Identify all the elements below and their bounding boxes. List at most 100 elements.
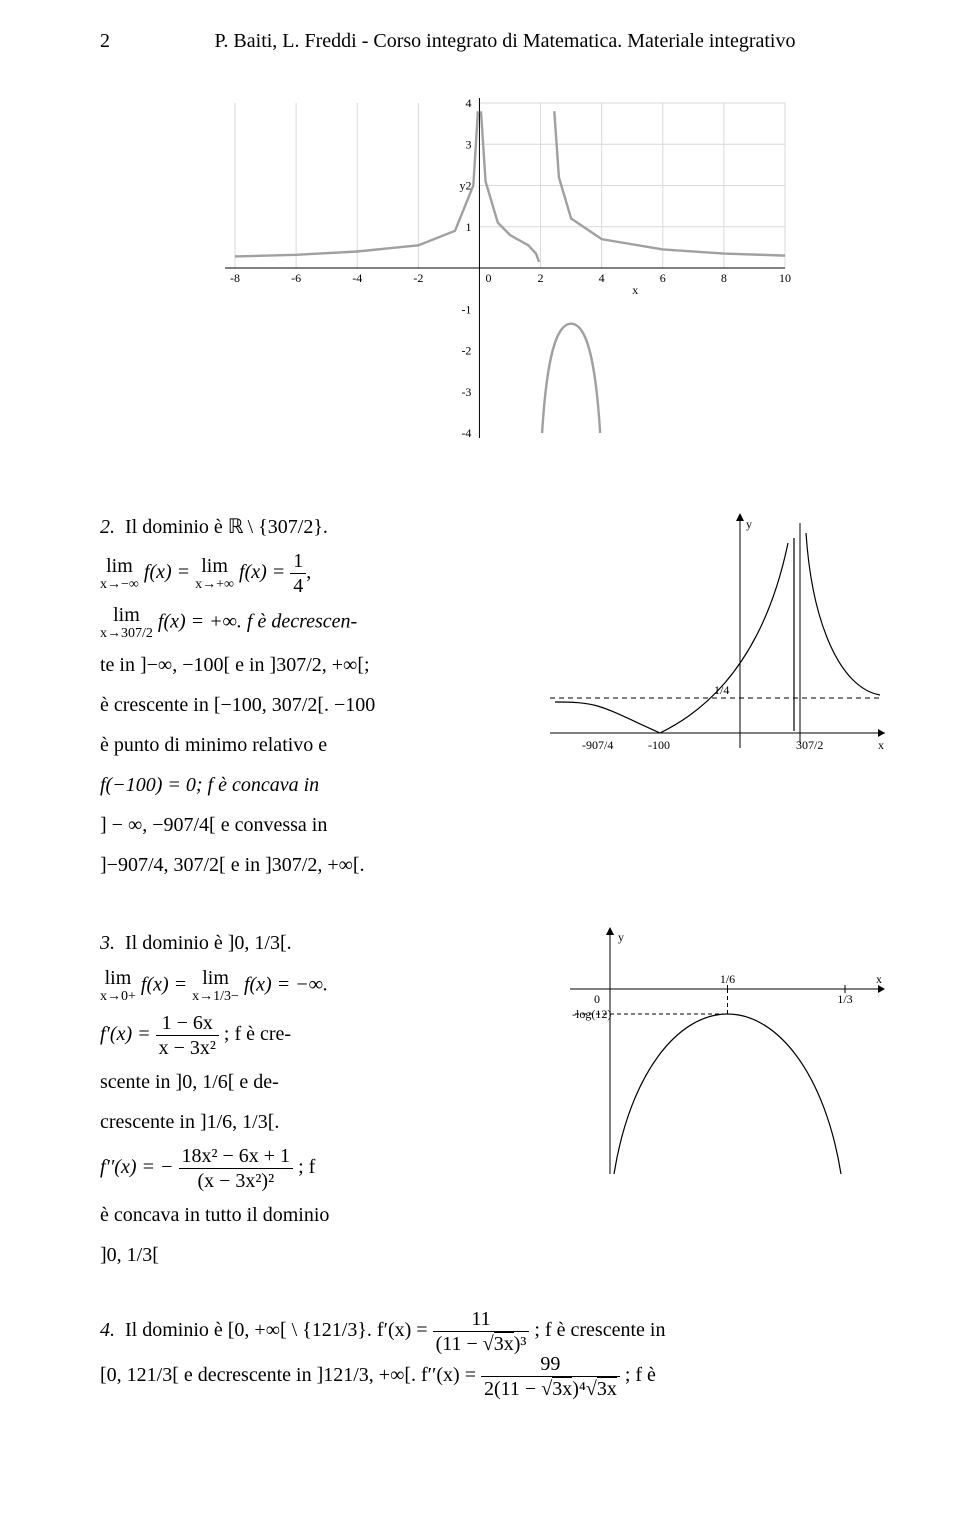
svg-text:8: 8 <box>721 271 727 285</box>
svg-text:1: 1 <box>465 220 471 234</box>
frac14d: 4 <box>290 574 306 596</box>
section-3: 3. Il dominio è ]0, 1/3[. limx→0+ f(x) =… <box>100 919 890 1278</box>
f42d: 2(11 − √3x)⁴√3x <box>481 1377 620 1399</box>
svg-text:-4: -4 <box>461 426 471 440</box>
fppn: 18x² − 6x + 1 <box>179 1146 294 1169</box>
s3-dc: crescente in ]1/6, 1/3[. <box>100 1106 530 1138</box>
s2-te: te in ]−∞, −100[ e in ]307/2, +∞[; <box>100 649 530 681</box>
f41dc: )³ <box>514 1333 527 1355</box>
chart1-svg: -8-6-4-2246810-4-3-2-11234xy0 <box>185 83 805 463</box>
svg-text:-6: -6 <box>291 271 301 285</box>
svg-text:1/3: 1/3 <box>837 992 852 1006</box>
svg-text:2: 2 <box>538 271 544 285</box>
frac-fp: 1 − 6xx − 3x² <box>156 1013 219 1058</box>
svg-text:1/6: 1/6 <box>720 972 735 986</box>
lim2: limx→+∞ <box>195 555 234 592</box>
svg-text:x: x <box>876 972 882 986</box>
svg-text:y: y <box>459 179 465 193</box>
s3-fpptail: ; f <box>298 1156 315 1178</box>
s3-fp: f′(x) = <box>100 1023 156 1045</box>
page: 2 P. Baiti, L. Freddi - Corso integrato … <box>0 0 960 1439</box>
lim3: limx→307/2 <box>100 604 153 641</box>
chart-1: -8-6-4-2246810-4-3-2-11234xy0 <box>100 83 890 463</box>
svg-text:-2: -2 <box>413 271 423 285</box>
svg-text:-907/4: -907/4 <box>582 738 613 752</box>
section-2: 2. Il dominio è ℝ \ {307/2}. limx→−∞ f(x… <box>100 503 890 889</box>
lim5-sub: x→1/3− <box>192 989 239 1004</box>
f41d: (11 − √3x)³ <box>433 1332 530 1354</box>
s2-fin: ]−907/4, 307/2[ e in ]307/2, +∞[. <box>100 849 530 881</box>
s4a: Il dominio è [0, +∞[ \ {121/3}. f′(x) = <box>125 1319 433 1341</box>
fx3: f(x) = <box>141 974 192 996</box>
chart2-svg: y x 1/4 -907/4 -100 307/2 <box>540 503 890 793</box>
s2-conv: ] − ∞, −907/4[ e convessa in <box>100 809 530 841</box>
f41n: 11 <box>433 1309 530 1332</box>
svg-text:-1: -1 <box>461 302 471 316</box>
lim3-sub: x→307/2 <box>100 626 153 641</box>
svg-text:-100: -100 <box>648 738 670 752</box>
s2-pluseq: f(x) = +∞. f è decrescen- <box>158 610 357 632</box>
s3-sc: scente in ]0, 1/6[ e de- <box>100 1066 530 1098</box>
lim2-sub: x→+∞ <box>195 577 234 592</box>
s4c: [0, 121/3[ e decrescente in ]121/3, +∞[.… <box>100 1364 481 1386</box>
fpd: x − 3x² <box>156 1036 219 1058</box>
section-2-text: 2. Il dominio è ℝ \ {307/2}. limx→−∞ f(x… <box>100 503 530 889</box>
svg-text:-3: -3 <box>461 385 471 399</box>
section-4: 4. Il dominio è [0, +∞[ \ {121/3}. f′(x)… <box>100 1309 890 1399</box>
frac14n: 1 <box>290 551 306 574</box>
s4d: ; f è <box>625 1364 656 1386</box>
comma2: , <box>306 561 311 583</box>
svg-text:4: 4 <box>599 271 605 285</box>
f42da: 2(11 − <box>484 1378 541 1400</box>
section-3-text: 3. Il dominio è ]0, 1/3[. limx→0+ f(x) =… <box>100 919 530 1278</box>
f42dd: 3x <box>597 1377 617 1400</box>
lim1: limx→−∞ <box>100 555 139 592</box>
s2l1a: Il dominio è <box>125 516 228 538</box>
frac14: 14 <box>290 551 306 596</box>
s3-minf: f(x) = −∞. <box>244 974 328 996</box>
svg-text:y: y <box>618 930 624 944</box>
lim5: limx→1/3− <box>192 967 239 1004</box>
frac4-2: 99 2(11 − √3x)⁴√3x <box>481 1354 620 1399</box>
num-2: 2. <box>100 516 115 538</box>
svg-text:1/4: 1/4 <box>714 683 729 697</box>
s3-fpp: f′′(x) = − <box>100 1156 174 1178</box>
chart-3: yx01/61/3-log(12) <box>540 919 890 1179</box>
f41db: 3x <box>494 1332 514 1355</box>
lim4: limx→0+ <box>100 967 136 1004</box>
fx1: f(x) = <box>144 561 195 583</box>
svg-text:y: y <box>746 517 752 531</box>
svg-text:x: x <box>632 283 638 297</box>
svg-text:-2: -2 <box>461 344 471 358</box>
frac4-1: 11 (11 − √3x)³ <box>433 1309 530 1354</box>
lim1-sub: x→−∞ <box>100 577 139 592</box>
chart3-svg: yx01/61/3-log(12) <box>540 919 890 1179</box>
svg-text:-8: -8 <box>230 271 240 285</box>
frac-fpp: 18x² − 6x + 1(x − 3x²)² <box>179 1146 294 1191</box>
real-symbol: ℝ <box>228 516 243 538</box>
svg-text:0: 0 <box>485 271 491 285</box>
fx2: f(x) = <box>239 561 290 583</box>
header-title: P. Baiti, L. Freddi - Corso integrato di… <box>120 30 890 53</box>
num-3: 3. <box>100 932 115 954</box>
s2-conc: f(−100) = 0; f è concava in <box>100 774 319 796</box>
page-number: 2 <box>100 30 120 53</box>
chart-2: y x 1/4 -907/4 -100 307/2 <box>540 503 890 793</box>
s4b: ; f è crescente in <box>534 1319 665 1341</box>
fpn: 1 − 6x <box>156 1013 219 1036</box>
f42n: 99 <box>481 1354 620 1377</box>
page-header: 2 P. Baiti, L. Freddi - Corso integrato … <box>100 30 890 53</box>
f42db: 3x <box>552 1377 572 1400</box>
svg-text:4: 4 <box>465 96 471 110</box>
s2-min: è punto di minimo relativo e <box>100 729 530 761</box>
s2l1b: \ {307/2}. <box>243 516 328 538</box>
s3-fptail: ; f è cre- <box>224 1023 291 1045</box>
s2-cresc: è crescente in [−100, 307/2[. −100 <box>100 689 530 721</box>
num-4: 4. <box>100 1319 115 1341</box>
svg-text:307/2: 307/2 <box>796 738 823 752</box>
svg-text:-4: -4 <box>352 271 362 285</box>
s3-dom: ]0, 1/3[ <box>100 1239 530 1271</box>
lim4-sub: x→0+ <box>100 989 136 1004</box>
svg-text:-log(12): -log(12) <box>572 1007 611 1021</box>
svg-text:x: x <box>878 738 884 752</box>
